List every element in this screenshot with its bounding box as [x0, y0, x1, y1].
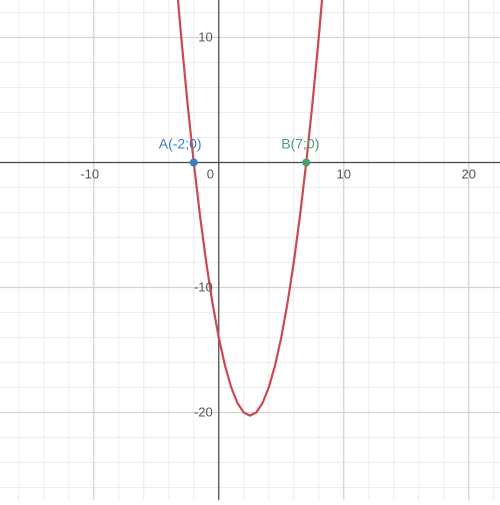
x-tick-label: 0 [207, 167, 214, 182]
point-label-A: A(-2;0) [159, 136, 202, 152]
y-tick-label: -20 [194, 405, 213, 420]
point-A [190, 159, 198, 167]
x-tick-label: 10 [337, 167, 351, 182]
chart-background [0, 0, 500, 500]
x-tick-label: -10 [80, 167, 99, 182]
y-tick-label: -10 [194, 280, 213, 295]
y-tick-label: 10 [198, 30, 212, 45]
point-B [302, 159, 310, 167]
x-tick-label: 20 [462, 167, 476, 182]
point-label-B: B(7;0) [281, 136, 319, 152]
coordinate-plane-chart: -10 0 10 20 -20 -10 10 A(-2;0) B(7;0) [0, 0, 500, 500]
plot-svg: -10 0 10 20 -20 -10 10 A(-2;0) B(7;0) [0, 0, 500, 500]
